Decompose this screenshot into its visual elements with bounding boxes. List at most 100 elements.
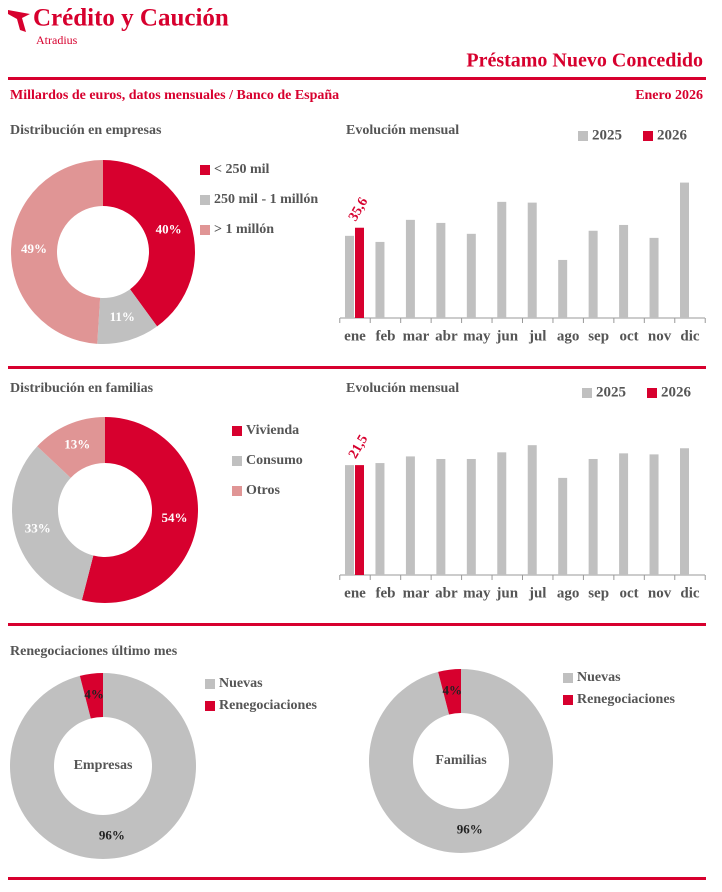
chart-title: Distribución en familias [10,381,154,396]
x-tick-label: ene [344,328,366,344]
bar [375,241,385,318]
bar [588,458,598,575]
donut-slice [438,669,461,715]
x-tick-label: jun [495,585,518,601]
bar [680,182,689,318]
legend-swatch [200,225,210,235]
value-label: 21,5 [346,433,371,462]
bar [527,445,537,575]
bar [355,465,364,575]
legend-swatch [578,131,588,141]
x-tick-label: sep [588,585,609,601]
bar [466,233,476,318]
legend-label: Otros [246,483,281,498]
bar [649,237,659,318]
legend-label: Consumo [246,453,303,468]
legend-swatch [200,165,210,175]
donut-slice [10,673,197,859]
donut-slice [79,673,103,719]
divider [8,366,706,369]
sub-brand: Atradius [36,33,78,47]
chart-title: Renegociaciones último mes [10,644,178,659]
bar [436,222,446,318]
bar [466,458,476,575]
legend-label: Nuevas [219,676,263,691]
slice-label: 96% [457,821,483,836]
donut-slice [97,289,158,344]
bar [345,235,354,318]
donut-slice [81,417,199,603]
bar [680,448,689,575]
legend-label: Renegociaciones [577,692,676,707]
bar [558,259,568,318]
legend-swatch [205,679,215,689]
x-tick-label: ago [557,328,580,344]
page-title: Préstamo Nuevo Concedido [466,50,703,72]
x-tick-label: jul [528,328,547,344]
x-tick-label: oct [620,585,639,601]
subtitle: Millardos de euros, datos mensuales / Ba… [10,88,339,103]
x-tick-label: feb [375,585,395,601]
chart-title: Distribución en empresas [10,123,162,138]
x-tick-label: dic [680,328,700,344]
legend-label: 250 mil - 1 millón [214,192,318,207]
slice-label: 40% [156,222,182,237]
legend-swatch [232,456,242,466]
x-tick-label: ago [557,585,580,601]
x-tick-label: mar [403,585,430,601]
x-tick-label: sep [588,328,609,344]
donut-slice [103,160,196,327]
x-tick-label: may [463,585,491,601]
x-tick-label: jul [528,585,547,601]
slice-label: 13% [64,437,90,452]
donut-slice [368,669,553,854]
slice-label: 54% [161,510,187,525]
legend-swatch [200,195,210,205]
x-tick-label: abr [435,328,458,344]
slice-label: 96% [99,827,125,842]
donut-slice [11,160,104,344]
divider [8,877,706,880]
legend-label: 2025 [596,384,626,400]
center-label: Familias [435,753,487,768]
x-tick-label: feb [375,328,395,344]
bar [375,463,385,575]
legend-swatch [582,388,592,398]
legend-label: < 250 mil [214,162,270,177]
legend-label: > 1 millón [214,222,274,237]
x-tick-label: oct [620,328,639,344]
value-label: 35,6 [346,195,371,224]
bar [619,224,629,318]
x-tick-label: ene [344,585,366,601]
legend-swatch [232,426,242,436]
divider [8,623,706,626]
legend-swatch [643,131,653,141]
slice-label: 33% [25,521,51,536]
legend-label: Nuevas [577,670,621,685]
legend-swatch [205,701,215,711]
bar [558,477,568,575]
chart-title: Evolución mensual [346,381,459,396]
bar [497,452,507,575]
legend-swatch [232,486,242,496]
divider [8,77,706,80]
bar [405,219,415,318]
legend-label: 2026 [657,127,688,143]
x-tick-label: nov [648,328,672,344]
slice-label: 11% [110,309,135,324]
legend-label: Vivienda [246,423,299,438]
x-tick-label: jun [495,328,518,344]
donut-slice [12,446,94,601]
bar [345,465,354,575]
legend-label: 2025 [592,127,622,143]
bar [497,201,507,318]
bar [588,230,598,318]
x-tick-label: abr [435,585,458,601]
donut-slice [37,417,105,478]
bar [527,202,537,318]
date: Enero 2026 [635,88,703,103]
bar [436,458,446,575]
x-tick-label: dic [680,585,700,601]
slice-label: 4% [84,687,104,702]
